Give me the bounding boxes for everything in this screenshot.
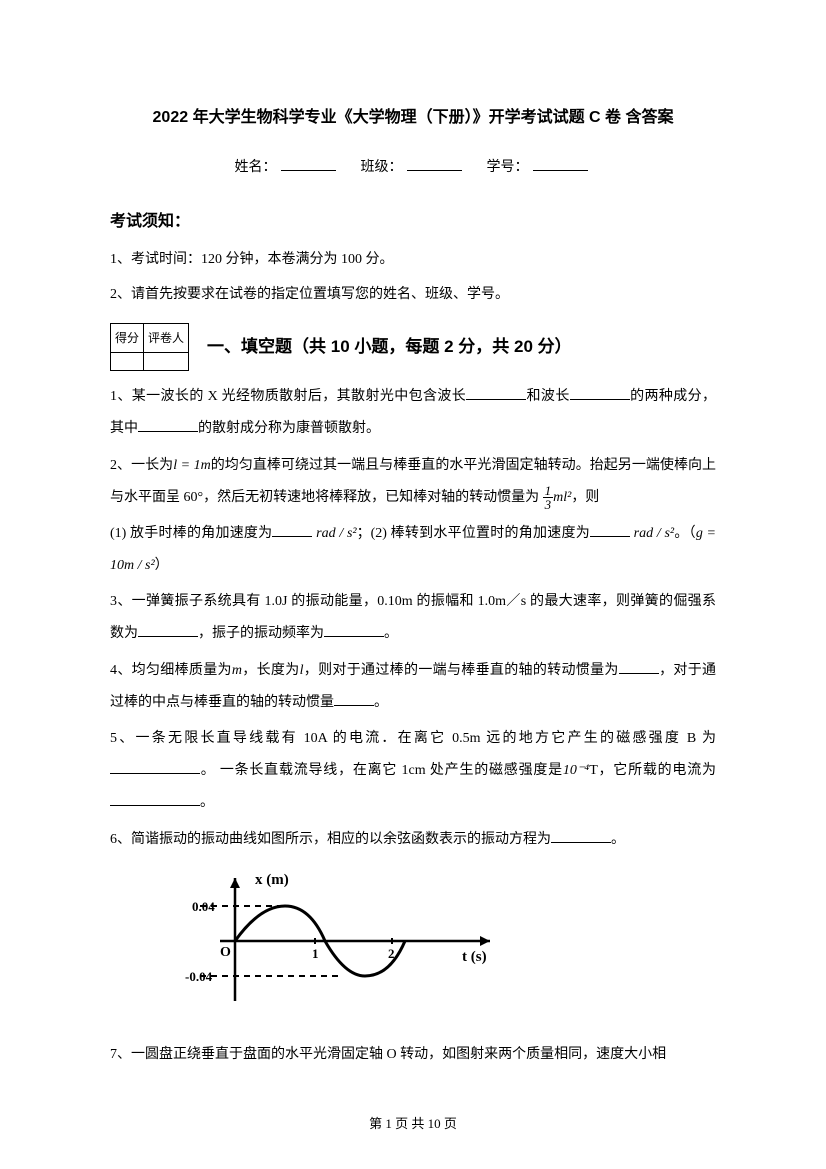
- score-cell-score[interactable]: [111, 353, 144, 371]
- section-header-row: 得分 评卷人 一、填空题（共 10 小题，每题 2 分，共 20 分）: [110, 323, 716, 371]
- q4-blank-1[interactable]: [619, 660, 659, 674]
- q5-blank-1[interactable]: [110, 760, 200, 774]
- notice-item-1: 1、考试时间：120 分钟，本卷满分为 100 分。: [110, 245, 716, 276]
- q6-blank-1[interactable]: [551, 829, 611, 843]
- section-1-title: 一、填空题（共 10 小题，每题 2 分，共 20 分）: [207, 328, 572, 365]
- q3-blank-1[interactable]: [138, 623, 198, 637]
- x-axis-arrow: [230, 878, 240, 888]
- question-5: 5、一条无限长直导线载有 10A 的电流．在离它 0.5m 远的地方它产生的磁感…: [110, 723, 716, 820]
- question-2-cont: (1) 放手时棒的角加速度为 rad / s²；(2) 棒转到水平位置时的角加速…: [110, 518, 716, 582]
- q1-text-1: 1、某一波长的 X 光经物质散射后，其散射光中包含波长: [110, 389, 466, 404]
- score-cell-grader[interactable]: [144, 353, 189, 371]
- q3-blank-2[interactable]: [324, 623, 384, 637]
- score-table: 得分 评卷人: [110, 323, 189, 371]
- q7-text-1: 7、一圆盘正绕垂直于盘面的水平光滑固定轴 O 转动，如图射来两个质量相同，速度大…: [110, 1047, 666, 1062]
- question-7: 7、一圆盘正绕垂直于盘面的水平光滑固定轴 O 转动，如图射来两个质量相同，速度大…: [110, 1039, 716, 1071]
- question-6: 6、简谐振动的振动曲线如图所示，相应的以余弦函数表示的振动方程为 。: [110, 824, 716, 856]
- q2-text-1: 2、一长为: [110, 458, 173, 473]
- class-label: 班级：: [361, 160, 403, 175]
- name-label: 姓名：: [235, 160, 277, 175]
- y-min-label: -0.04: [185, 969, 213, 984]
- q6-text-1: 6、简谐振动的振动曲线如图所示，相应的以余弦函数表示的振动方程为: [110, 832, 551, 847]
- q4-text-5: 。: [374, 695, 388, 710]
- q1-blank-3[interactable]: [138, 418, 198, 432]
- q5-text-3: T，它所载的电流为: [589, 763, 716, 778]
- q4-formula-1: m: [232, 663, 242, 678]
- q2-text-7: ）: [155, 558, 169, 573]
- id-blank[interactable]: [533, 170, 588, 171]
- t-axis-arrow: [480, 936, 490, 946]
- question-4: 4、均匀细棒质量为m，长度为l，则对于通过棒的一端与棒垂直的轴的转动惯量为，对于…: [110, 655, 716, 719]
- notice-item-2: 2、请首先按要求在试卷的指定位置填写您的姓名、班级、学号。: [110, 280, 716, 311]
- q2-formula-4: rad / s²: [634, 526, 674, 541]
- q4-text-3: ，则对于通过棒的一端与棒垂直的轴的转动惯量为: [303, 663, 618, 678]
- question-3: 3、一弹簧振子系统具有 1.0J 的振动能量，0.10m 的振幅和 1.0m／s…: [110, 586, 716, 650]
- q1-text-2: 和波长: [526, 389, 570, 404]
- q4-text-2: ，长度为: [242, 663, 300, 678]
- y-max-label: 0.04: [192, 899, 215, 914]
- id-label: 学号：: [487, 160, 529, 175]
- exam-title: 2022 年大学生物科学专业《大学物理（下册）》开学考试试题 C 卷 含答案: [110, 100, 716, 135]
- q2-blank-2[interactable]: [590, 523, 630, 537]
- page-footer: 第 1 页 共 10 页: [0, 1110, 826, 1139]
- q2-text-6: 。（: [674, 526, 696, 541]
- q1-text-4: 的散射成分称为康普顿散射。: [198, 421, 380, 436]
- frac-num: 1: [543, 484, 554, 498]
- q2-formula-2: ml²: [553, 490, 571, 505]
- chart-svg: x (m) t (s) 0.04 -0.04 O 1 2: [180, 866, 510, 1016]
- q1-blank-2[interactable]: [570, 386, 630, 400]
- score-header-grader: 评卷人: [144, 323, 189, 352]
- origin-label: O: [220, 945, 231, 960]
- tick-2: 2: [388, 946, 395, 961]
- q5-formula-1: 10⁻⁴: [563, 763, 589, 778]
- x-axis-label: x (m): [255, 872, 289, 888]
- q2-text-4: (1) 放手时棒的角加速度为: [110, 526, 272, 541]
- score-header-score: 得分: [111, 323, 144, 352]
- t-axis-label: t (s): [462, 949, 487, 965]
- q5-text-2: 。 一条长直载流导线，在离它 1cm 处产生的磁感强度是: [200, 763, 563, 778]
- question-2: 2、一长为l = 1m的均匀直棒可绕过其一端且与棒垂直的水平光滑固定轴转动。抬起…: [110, 450, 716, 514]
- q3-text-3: 。: [384, 626, 398, 641]
- q2-formula-3: rad / s²: [316, 526, 356, 541]
- q4-blank-2[interactable]: [334, 692, 374, 706]
- question-1: 1、某一波长的 X 光经物质散射后，其散射光中包含波长和波长的两种成分，其中的散…: [110, 381, 716, 445]
- oscillation-chart: x (m) t (s) 0.04 -0.04 O 1 2: [180, 866, 716, 1029]
- frac-den: 3: [543, 498, 554, 511]
- q2-formula-1: l = 1m: [173, 458, 211, 473]
- q4-text-1: 4、均匀细棒质量为: [110, 663, 232, 678]
- q5-text-4: 。: [200, 795, 214, 810]
- q2-text-5: ；(2) 棒转到水平位置时的角加速度为: [357, 526, 590, 541]
- name-blank[interactable]: [281, 170, 336, 171]
- tick-1: 1: [312, 946, 319, 961]
- q2-blank-1[interactable]: [272, 523, 312, 537]
- q2-fraction: 13: [543, 484, 554, 511]
- q5-text-1: 5、一条无限长直导线载有 10A 的电流．在离它 0.5m 远的地方它产生的磁感…: [110, 731, 716, 746]
- q3-text-2: ，振子的振动频率为: [198, 626, 324, 641]
- notice-heading: 考试须知：: [110, 204, 716, 239]
- q2-text-3: ，则: [571, 490, 599, 505]
- class-blank[interactable]: [407, 170, 462, 171]
- q1-blank-1[interactable]: [466, 386, 526, 400]
- q6-text-2: 。: [611, 832, 625, 847]
- q5-blank-2[interactable]: [110, 792, 200, 806]
- student-info-line: 姓名： 班级： 学号：: [110, 153, 716, 184]
